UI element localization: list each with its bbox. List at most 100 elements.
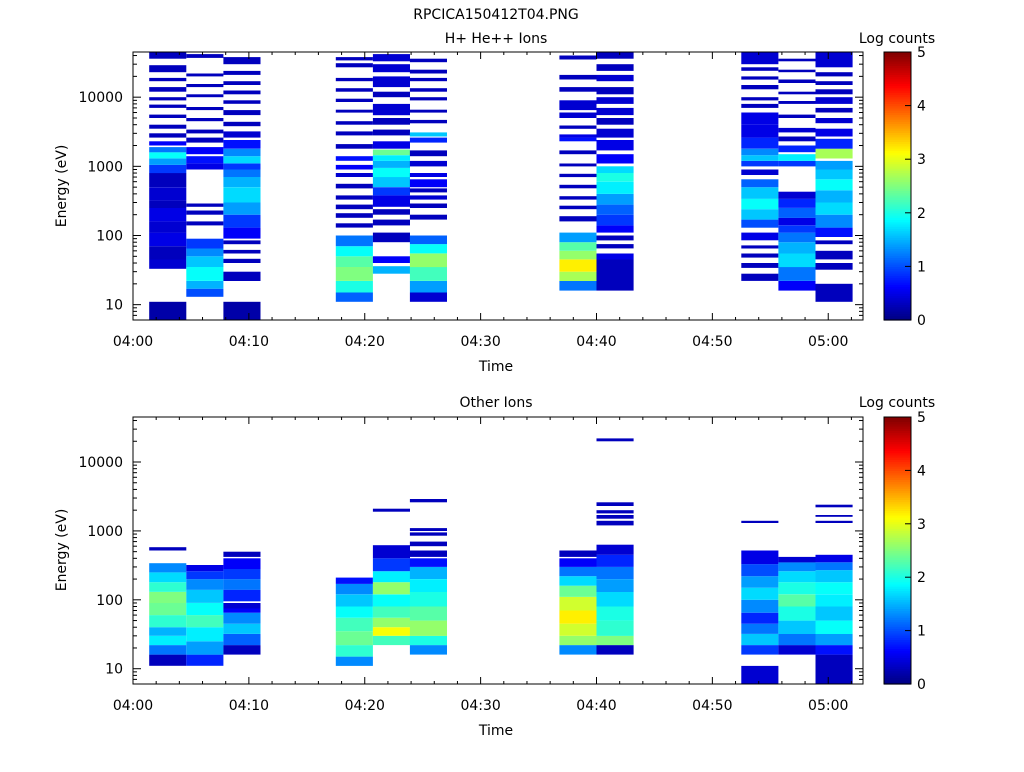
colorbar-step [884,179,911,183]
heatmap-cell [372,91,410,98]
colorbar-step [884,650,911,654]
y-tick-label: 10000 [78,90,123,106]
heatmap-cell [596,214,634,226]
heatmap-cell [815,645,853,655]
heatmap-cell [815,148,853,159]
heatmap-cell [815,107,853,113]
heatmap-cell [223,163,261,170]
colorbar-step [884,65,911,69]
heatmap-cell [223,169,261,177]
x-tick-label: 04:20 [345,334,385,350]
heatmap-cell [741,103,779,108]
colorbar-tick-label: 2 [917,206,926,222]
colorbar-step [884,282,911,285]
x-tick-label: 04:10 [229,698,269,714]
colorbar-step [884,648,911,652]
heatmap-cell [223,100,261,104]
colorbar-step [884,492,911,496]
colorbar-step [884,76,911,80]
colorbar-step [884,623,911,627]
colorbar-step [884,92,911,96]
heatmap-cell [335,109,373,113]
heatmap-cell [223,187,261,203]
heatmap-cell [409,606,447,621]
colorbar-step [884,110,911,113]
heatmap-cell [409,179,447,188]
heatmap-cell [409,244,447,254]
heatmap-cell [815,214,853,228]
heatmap-cell [559,184,597,189]
colorbar-step [884,450,911,454]
heatmap-cell [778,562,816,572]
heatmap-cell [223,589,261,602]
heatmap-cell [186,147,224,155]
colorbar-step [884,116,911,120]
colorbar-step [884,586,911,589]
heatmap-cell [223,90,261,95]
heatmap-cell [223,202,261,215]
colorbar-step [884,599,911,603]
heatmap-cell [409,281,447,293]
heatmap-cell [778,620,816,634]
y-tick-label: 10 [105,298,123,314]
colorbar-step [884,87,911,91]
heatmap-cell [559,550,597,557]
colorbar-step [884,52,911,55]
colorbar-step [884,94,911,98]
heatmap-cell [596,520,634,526]
heatmap-cell [741,160,779,167]
heatmap-cell [778,160,816,167]
colorbar-step [884,270,911,274]
colorbar-step [884,548,911,552]
colorbar-step [884,606,911,609]
heatmap-cell [596,204,634,215]
colorbar-step [884,499,911,503]
heatmap-cell [372,129,410,136]
colorbar-step [884,659,911,663]
x-tick-label: 05:00 [808,334,848,350]
heatmap-cell [596,173,634,182]
heatmap-cell [186,54,224,58]
heatmap-cell [149,301,187,320]
colorbar-step [884,559,911,563]
colorbar-step [884,163,911,167]
heatmap-cell [409,58,447,63]
colorbar-step [884,494,911,498]
heatmap-cell [596,118,634,125]
heatmap-cell [741,67,779,71]
colorbar-step [884,570,911,574]
colorbar-step [884,121,911,125]
heatmap-cell [186,603,224,616]
colorbar-step [884,127,911,131]
colorbar-step [884,479,911,483]
heatmap-cell [335,195,373,200]
heatmap-cell [186,256,224,267]
colorbar-step [884,523,911,527]
colorbar-step [884,56,911,60]
heatmap-cell [149,221,187,233]
heatmap-cell [409,292,447,302]
heatmap-cell [186,118,224,122]
panel-other-ions: Other Ions 04:00 04:10 04:20 04:30 04:40 04:5… [54,395,935,739]
heatmap-cell [596,620,634,636]
heatmap-cell [559,163,597,167]
heatmap-cell [409,528,447,531]
colorbar-step [884,239,911,243]
heatmap-cell [778,232,816,243]
heatmap-cell [223,81,261,85]
heatmap-cell [223,603,261,609]
y-axis-label: Energy (eV) [54,145,70,228]
heatmap-cell [778,582,816,595]
x-tick-label: 04:30 [460,334,500,350]
heatmap-cell [372,232,410,243]
colorbar-step [884,143,911,147]
heatmap-cell [409,558,447,567]
colorbar-step [884,457,911,460]
axes: 04:00 04:10 04:20 04:30 04:40 04:50 05:00 10 100… [78,417,863,714]
heatmap-cell [335,235,373,247]
heatmap-cell [559,173,597,178]
colorbar-step [884,528,911,532]
colorbar-step [884,161,911,165]
colorbar-step [884,566,911,569]
colorbar-step [884,443,911,447]
